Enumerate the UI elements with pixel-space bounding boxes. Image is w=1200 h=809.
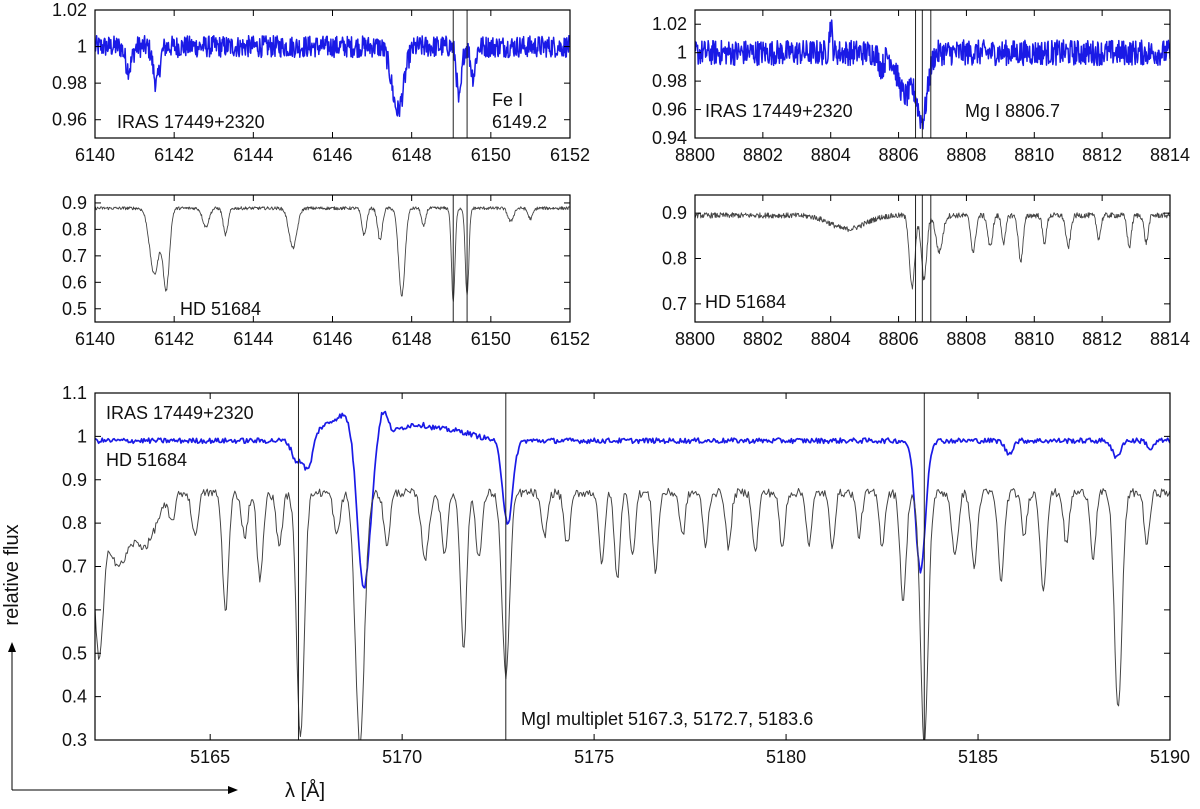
panel-fe-hd: 6140 6142 6144 6146 6148 6150 6152 0.5 0.6 0.7 0.8… bbox=[62, 193, 590, 349]
y-axis-title: relative flux bbox=[1, 524, 23, 625]
series-line-hd51684 bbox=[95, 487, 1170, 740]
y-tick-label: 1 bbox=[77, 426, 87, 446]
x-tick-label: 5170 bbox=[382, 747, 422, 767]
y-tick-label: 0.7 bbox=[662, 294, 687, 314]
x-tick-label: 6144 bbox=[233, 329, 273, 349]
y-tick-label: 0.96 bbox=[52, 110, 87, 130]
x-tick-label: 8814 bbox=[1150, 145, 1190, 165]
x-tick-label: 8802 bbox=[743, 329, 783, 349]
label-mg-i: Mg I 8806.7 bbox=[965, 101, 1060, 121]
y-tick-label: 0.7 bbox=[62, 246, 87, 266]
y-tick-label: 0.5 bbox=[62, 299, 87, 319]
y-tick-label: 0.5 bbox=[62, 643, 87, 663]
series-line-iras bbox=[695, 19, 1170, 130]
x-tick-label: 8808 bbox=[946, 329, 986, 349]
y-tick-label: 0.8 bbox=[62, 513, 87, 533]
x-tick-label: 8806 bbox=[879, 329, 919, 349]
series-line-hd51684 bbox=[695, 212, 1170, 290]
x-tick-label: 6148 bbox=[392, 329, 432, 349]
x-tick-label: 8814 bbox=[1150, 329, 1190, 349]
y-tick-label: 0.4 bbox=[62, 687, 87, 707]
x-tick-label: 8808 bbox=[946, 145, 986, 165]
x-tick-label: 5180 bbox=[766, 747, 806, 767]
x-arrow-head bbox=[228, 786, 238, 794]
x-tick-label: 8802 bbox=[743, 145, 783, 165]
label-hd-mg: HD 51684 bbox=[705, 292, 786, 312]
x-tick-label: 8800 bbox=[675, 145, 715, 165]
x-tick-label: 8804 bbox=[811, 145, 851, 165]
y-tick-label: 0.9 bbox=[62, 193, 87, 213]
y-tick-label: 0.96 bbox=[652, 100, 687, 120]
x-tick-label: 6150 bbox=[471, 329, 511, 349]
x-tick-label: 5190 bbox=[1150, 747, 1190, 767]
x-tick-label: 8812 bbox=[1082, 329, 1122, 349]
y-tick-label: 1.02 bbox=[52, 0, 87, 20]
plot-frame bbox=[94, 194, 571, 323]
panel-mgb-main: 5165 5170 5175 5180 5185 5190 0.3 0.4 0.5 0.6 0.7 0… bbox=[62, 383, 1190, 767]
x-tick-label: 5175 bbox=[574, 747, 614, 767]
y-tick-label: 1 bbox=[677, 43, 687, 63]
y-tick-label: 0.9 bbox=[662, 203, 687, 223]
y-tick-label: 0.9 bbox=[62, 470, 87, 490]
y-tick-label: 0.8 bbox=[662, 249, 687, 269]
x-tick-label: 6146 bbox=[312, 329, 352, 349]
x-tick-label: 6144 bbox=[233, 145, 273, 165]
y-tick-label: 0.6 bbox=[62, 272, 87, 292]
x-tick-label: 8810 bbox=[1014, 145, 1054, 165]
y-tick-label: 1.1 bbox=[62, 383, 87, 403]
label-multiplet: MgI multiplet 5167.3, 5172.7, 5183.6 bbox=[521, 709, 813, 729]
y-tick-label: 0.7 bbox=[62, 557, 87, 577]
x-tick-label: 5185 bbox=[958, 747, 998, 767]
x-tick-label: 8804 bbox=[811, 329, 851, 349]
y-tick-label: 0.3 bbox=[62, 730, 87, 750]
label-iras-mg: IRAS 17449+2320 bbox=[705, 101, 853, 121]
y-tick-label: 1.02 bbox=[652, 14, 687, 34]
x-tick-label: 8810 bbox=[1014, 329, 1054, 349]
x-tick-label: 8806 bbox=[879, 145, 919, 165]
label-fe-wavelength: 6149.2 bbox=[492, 112, 547, 132]
figure-axes-annotation: relative flux λ [Å] bbox=[1, 524, 325, 802]
panel-mg-hd: 8800 8802 8804 8806 8808 8810 8812 8814 0.7 0.8 0.… bbox=[662, 194, 1190, 349]
x-tick-label: 6152 bbox=[550, 329, 590, 349]
plot-frame bbox=[94, 392, 1171, 741]
x-tick-label: 6142 bbox=[154, 329, 194, 349]
y-tick-label: 0.6 bbox=[62, 600, 87, 620]
x-tick-label: 5165 bbox=[190, 747, 230, 767]
series-line-hd51684 bbox=[95, 206, 570, 302]
label-iras-main: IRAS 17449+2320 bbox=[106, 403, 254, 423]
y-tick-label: 0.98 bbox=[652, 71, 687, 91]
x-axis-title: λ [Å] bbox=[285, 779, 325, 802]
x-tick-label: 6146 bbox=[312, 145, 352, 165]
label-fe-i: Fe I bbox=[492, 90, 523, 110]
x-tick-label: 6148 bbox=[392, 145, 432, 165]
panel-mg-iras: 8800 8802 8804 8806 8808 8810 8812 8814 0.94 0.96… bbox=[652, 9, 1190, 165]
label-iras-fe: IRAS 17449+2320 bbox=[117, 112, 265, 132]
x-tick-label: 6140 bbox=[75, 329, 115, 349]
label-hd-main: HD 51684 bbox=[106, 450, 187, 470]
x-tick-label: 8800 bbox=[675, 329, 715, 349]
x-tick-label: 8812 bbox=[1082, 145, 1122, 165]
x-tick-label: 6150 bbox=[471, 145, 511, 165]
label-hd-fe: HD 51684 bbox=[180, 299, 261, 319]
y-tick-label: 0.94 bbox=[652, 128, 687, 148]
x-tick-label: 6152 bbox=[550, 145, 590, 165]
plot-frame bbox=[694, 9, 1171, 139]
x-tick-label: 6140 bbox=[75, 145, 115, 165]
y-tick-label: 0.98 bbox=[52, 73, 87, 93]
x-tick-label: 6142 bbox=[154, 145, 194, 165]
y-arrow-head bbox=[8, 642, 16, 652]
y-tick-label: 1 bbox=[77, 37, 87, 57]
panel-fe-iras: 6140 6142 6144 6146 6148 6150 6152 0.96 0.98 1 1.0… bbox=[52, 0, 590, 165]
series-line-iras bbox=[95, 34, 570, 118]
y-tick-label: 0.8 bbox=[62, 219, 87, 239]
series-line-iras bbox=[95, 410, 1170, 589]
